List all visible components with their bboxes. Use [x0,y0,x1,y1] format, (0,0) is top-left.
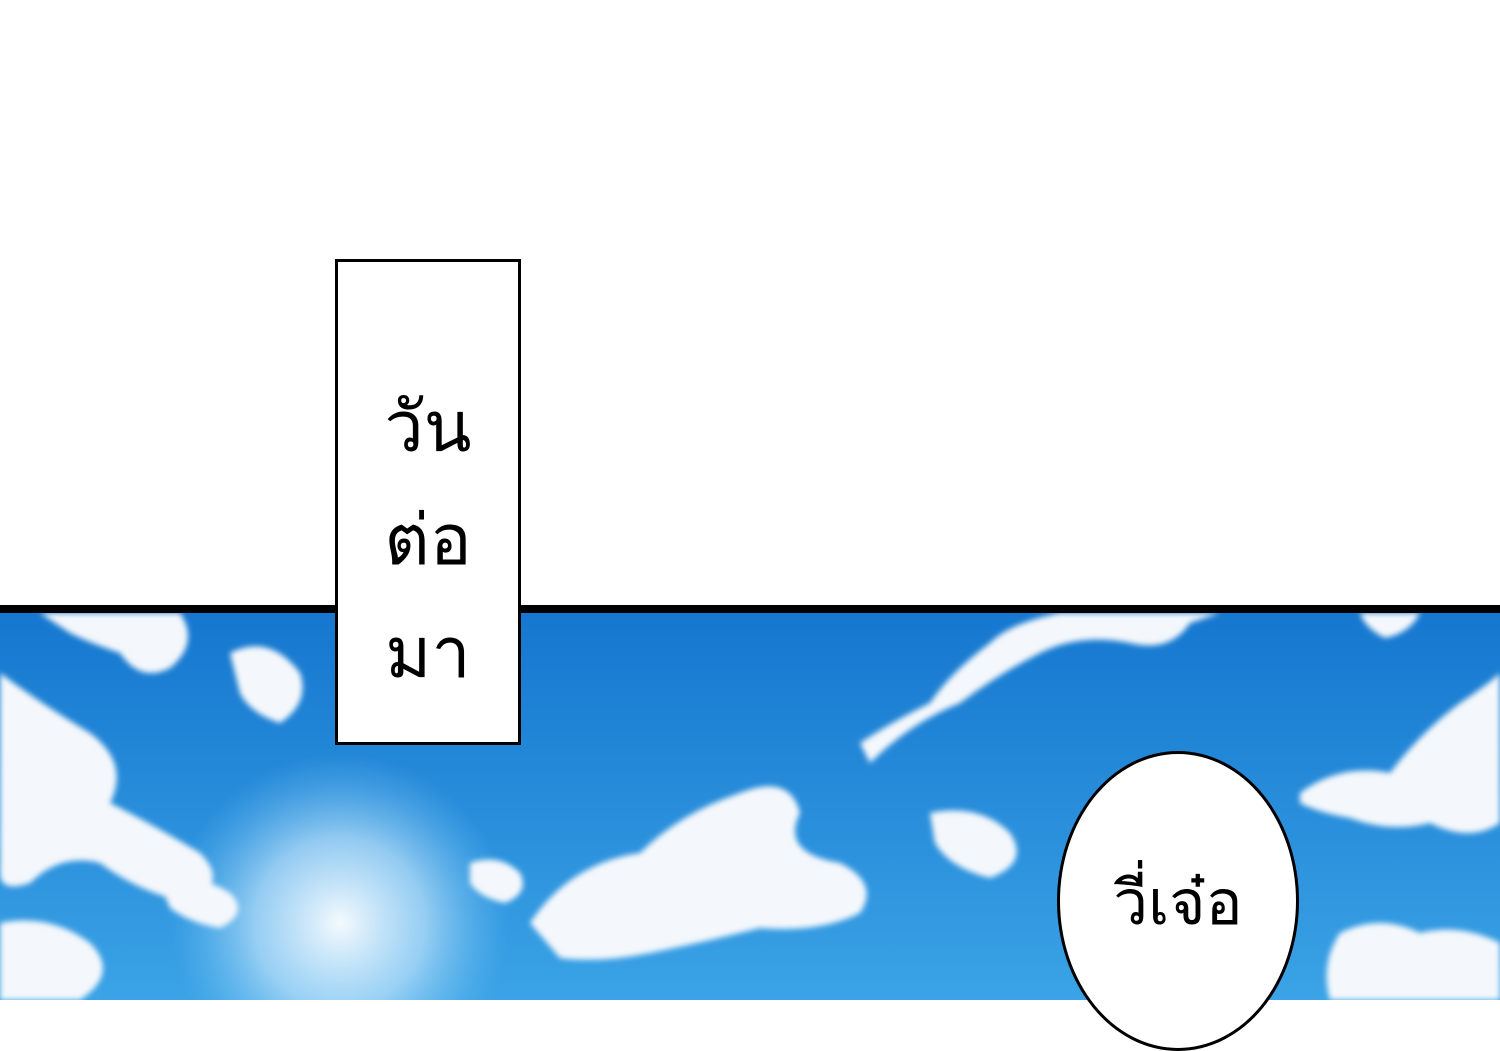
cloud [1326,923,1500,1000]
cloud [0,920,103,1000]
top-panel [0,0,1500,606]
caption-box: วัน ต่อ มา [335,259,521,745]
cloud [160,879,238,928]
cloud [930,810,1017,878]
caption-line: มา [385,612,471,694]
caption-line: ต่อ [384,499,472,581]
caption-line: วัน [384,386,472,468]
cloud [0,673,213,903]
cloud [470,859,523,903]
cloud [230,646,303,723]
cloud [1360,613,1420,638]
sun-glow [170,753,510,1000]
speech-text: วี่เจ๋อ [1113,866,1243,939]
cloud [530,786,867,960]
panel-border [0,605,1500,613]
cloud [40,613,188,673]
cloud [1300,673,1500,833]
cloud [860,613,1220,763]
clouds [0,613,1500,1000]
speech-bubble: วี่เจ๋อ [1057,751,1299,1051]
